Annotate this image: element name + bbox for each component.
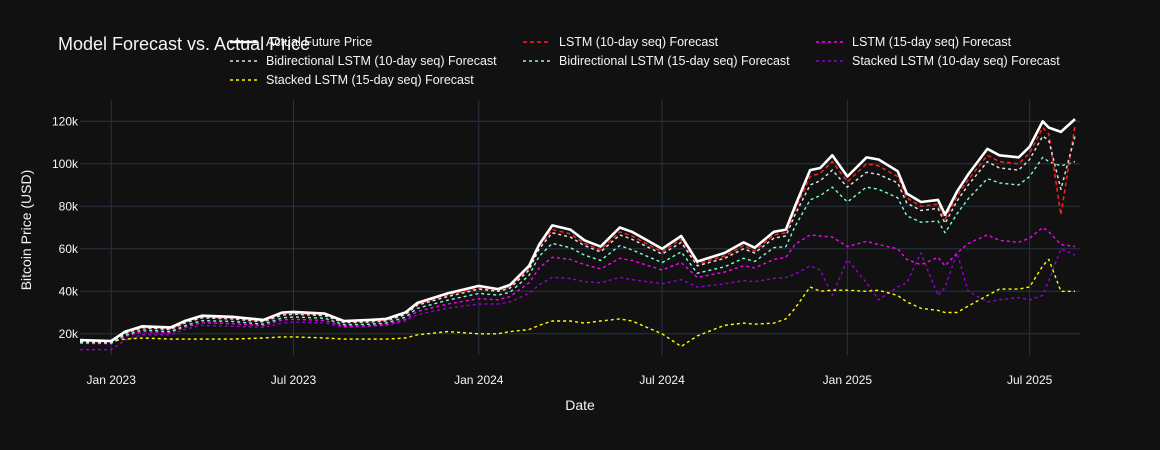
series-lines	[79, 118, 1076, 351]
legend-swatch	[816, 60, 844, 62]
series-line-3	[79, 125, 1076, 343]
legend-swatch	[230, 40, 258, 44]
series-line-4	[79, 156, 1076, 344]
y-tick-label: 40k	[59, 284, 79, 298]
y-tick-labels: 20k 40k 60k 80k 100k 120k	[52, 114, 79, 341]
x-tick-label: Jul 2024	[639, 373, 685, 387]
legend-label: LSTM (15-day seq) Forecast	[852, 35, 1012, 49]
legend-item[interactable]: Bidirectional LSTM (15-day seq) Forecast	[521, 52, 790, 70]
x-tick-label: Jan 2025	[823, 373, 873, 387]
legend-swatch	[523, 41, 551, 43]
y-axis-title: Bitcoin Price (USD)	[18, 170, 34, 291]
legend-label: Bidirectional LSTM (15-day seq) Forecast	[559, 54, 790, 68]
legend-item[interactable]: Bidirectional LSTM (10-day seq) Forecast	[228, 52, 497, 70]
legend-label: Stacked LSTM (10-day seq) Forecast	[852, 54, 1060, 68]
legend-label: Bidirectional LSTM (10-day seq) Forecast	[266, 54, 497, 68]
legend-label: Actual Future Price	[266, 35, 373, 49]
series-line-0	[79, 118, 1076, 343]
legend-item[interactable]: Stacked LSTM (10-day seq) Forecast	[814, 52, 1060, 70]
x-tick-label: Jan 2024	[454, 373, 504, 387]
series-line-6	[80, 248, 1076, 351]
x-tick-label: Jan 2023	[87, 373, 137, 387]
legend-item[interactable]: LSTM (10-day seq) Forecast	[521, 33, 718, 51]
legend-label: LSTM (10-day seq) Forecast	[559, 35, 719, 49]
legend-item[interactable]: LSTM (15-day seq) Forecast	[814, 33, 1011, 51]
legend-swatch	[230, 79, 258, 81]
legend-item[interactable]: Actual Future Price	[228, 33, 372, 51]
x-tick-label: Jul 2025	[1007, 373, 1053, 387]
legend-swatch	[816, 41, 844, 43]
legend-swatch	[523, 60, 551, 62]
y-tick-label: 120k	[52, 114, 79, 128]
series-line-1	[79, 135, 1076, 344]
legend-swatch	[230, 60, 258, 62]
y-tick-label: 100k	[52, 157, 79, 171]
y-gridlines	[80, 120, 1080, 335]
series-line-5	[79, 226, 1076, 345]
y-tick-label: 20k	[59, 327, 79, 341]
y-tick-label: 60k	[59, 242, 79, 256]
chart-title: Model Forecast vs. Actual Price	[58, 34, 311, 54]
series-line-2	[79, 258, 1075, 348]
x-tick-labels: Jan 2023 Jul 2023 Jan 2024 Jul 2024 Jan 2025…	[87, 373, 1053, 387]
x-gridlines	[110, 100, 1031, 355]
y-tick-label: 80k	[59, 199, 79, 213]
legend-label: Stacked LSTM (15-day seq) Forecast	[266, 73, 474, 87]
legend-item[interactable]: Stacked LSTM (15-day seq) Forecast	[228, 71, 474, 89]
x-axis-title: Date	[565, 397, 595, 413]
x-tick-label: Jul 2023	[271, 373, 317, 387]
